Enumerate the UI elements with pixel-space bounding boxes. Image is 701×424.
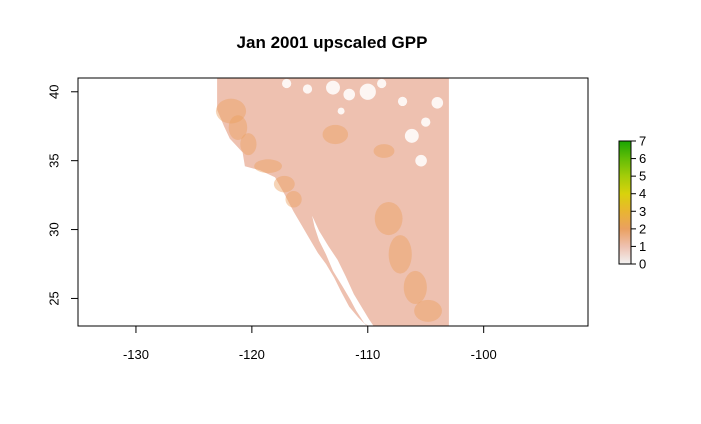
no-data-patch [282,78,292,89]
legend-tick-label: 3 [639,204,646,219]
higher-gpp-patch [228,115,248,140]
higher-gpp-patch [373,144,395,158]
no-data-patch [421,117,431,127]
higher-gpp-patch [322,124,349,145]
legend-tick-label: 4 [639,186,646,201]
no-data-patch [343,88,356,101]
no-data-patch [326,80,340,95]
legend-tick-label: 2 [639,221,646,236]
x-axis: -130 -120 -110 -100 [123,325,497,362]
legend-tick-label: 1 [639,239,646,254]
legend-tick-label: 0 [639,257,646,272]
legend-color-bar [618,140,632,265]
y-tick-label: 25 [46,291,61,305]
y-tick-label: 35 [46,153,61,167]
x-tick-label: -120 [239,347,265,362]
higher-gpp-patch [254,159,282,174]
no-data-patch [377,78,387,89]
higher-gpp-patch [240,133,257,156]
higher-gpp-patch [285,190,302,208]
no-data-patch [337,107,345,115]
higher-gpp-patch [215,98,247,124]
higher-gpp-patch [273,175,295,193]
y-tick-label: 40 [46,85,61,99]
y-tick-label: 30 [46,222,61,236]
no-data-patch [404,128,419,143]
no-data-patch [431,97,444,109]
no-data-patch [302,84,313,94]
x-tick-label: -110 [355,347,380,362]
gpp-raster [215,78,449,326]
x-tick-label: -130 [123,347,149,362]
no-data-patch [415,154,427,167]
legend-tick-label: 5 [639,169,646,184]
higher-gpp-patch [403,270,427,304]
color-legend: 0 1 2 3 4 5 6 7 [618,134,646,272]
higher-gpp-patch [374,202,403,236]
land-area [217,78,449,326]
higher-gpp-patch [388,235,412,274]
chart-title: Jan 2001 upscaled GPP [237,33,428,52]
legend-tick-label: 6 [639,151,646,166]
higher-gpp-patch [414,299,442,322]
x-tick-label: -100 [471,347,497,362]
legend-tick-label: 7 [639,134,646,149]
y-axis: 25 30 35 40 [46,85,79,306]
no-data-patch [359,83,376,100]
no-data-patch [397,96,408,107]
